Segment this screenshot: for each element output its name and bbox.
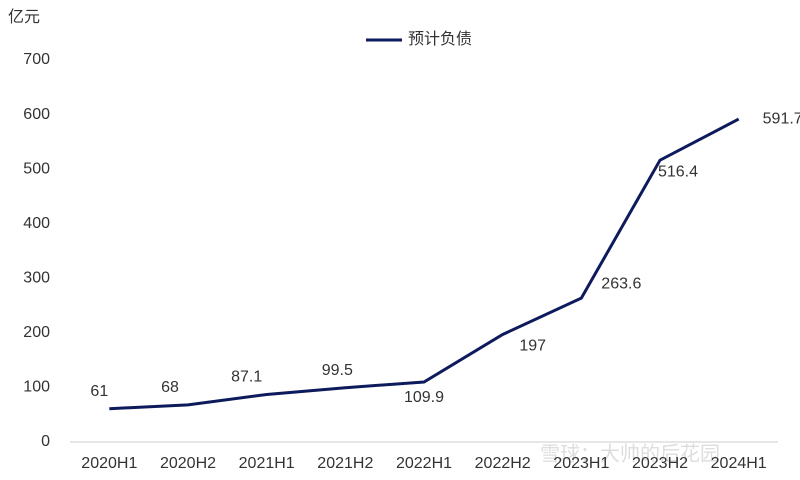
x-tick-label: 2020H1 [81,455,137,472]
data-label: 516.4 [658,163,698,180]
y-unit: 亿元 [8,8,40,26]
data-label: 109.9 [404,389,444,406]
data-label: 197 [519,338,546,355]
x-tick-label: 2021H2 [317,455,373,472]
y-tick-label: 100 [23,379,50,396]
y-tick-label: 400 [23,215,50,232]
x-tick-label: 2023H2 [632,455,688,472]
y-tick-label: 700 [23,51,50,68]
y-tick-label: 200 [23,324,50,341]
x-tick-label: 2023H1 [553,455,609,472]
data-label: 263.6 [601,275,641,292]
watermark: 雪球：大帅的后花园 [540,442,720,465]
x-tick-label: 2021H1 [239,455,295,472]
y-tick-label: 500 [23,160,50,177]
x-tick-label: 2024H1 [711,455,767,472]
legend-label: 预计负债 [408,30,472,48]
y-tick-label: 300 [23,270,50,287]
line [109,117,740,411]
x-tick-label: 2022H2 [475,455,531,472]
data-label: 61 [90,383,108,400]
data-label: 99.5 [322,362,353,379]
data-label: 68 [161,379,179,396]
data-label: 87.1 [231,369,262,386]
x-tick-label: 2020H2 [160,455,216,472]
y-tick-label: 0 [41,433,50,450]
y-tick-label: 600 [23,106,50,123]
x-tick-label: 2022H1 [396,455,452,472]
data-label: 591.7 [763,110,800,127]
